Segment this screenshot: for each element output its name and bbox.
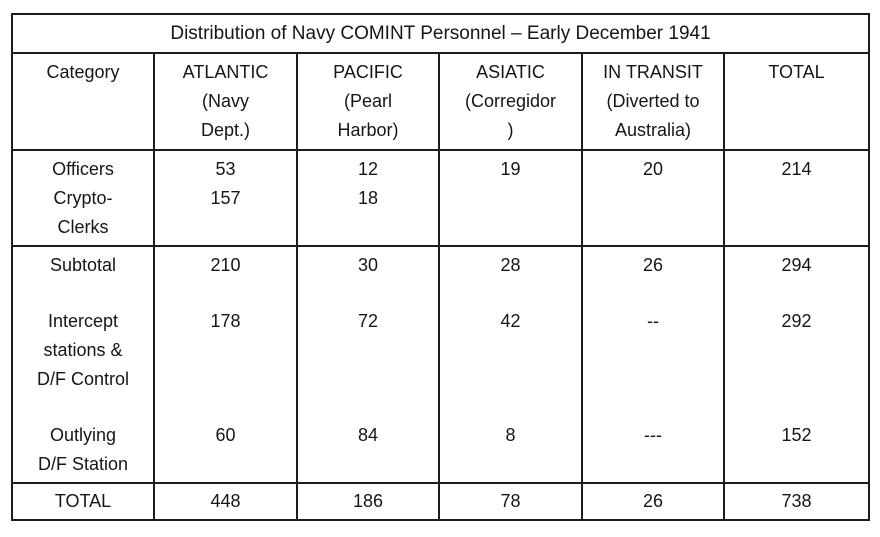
header-asiatic: ASIATIC (Corregidor ): [438, 52, 583, 151]
cell-pacific: 186: [296, 482, 440, 521]
cell-category: TOTAL: [11, 482, 155, 521]
cell-asiatic: 28: [438, 245, 583, 303]
header-total: TOTAL: [723, 52, 870, 151]
row-outlying-df-station: Outlying D/F Station 60 84 8 --- 152: [11, 417, 870, 484]
cell-in-transit: 26: [581, 482, 725, 521]
cell-atlantic: 53 157: [153, 149, 298, 247]
row-subtotal: Subtotal 210 30 28 26 294: [11, 245, 870, 303]
cell-pacific: 30: [296, 245, 440, 303]
cell-pacific: 12 18: [296, 149, 440, 247]
cell-atlantic: 178: [153, 303, 298, 417]
cell-total: 294: [723, 245, 870, 303]
cell-category: Subtotal: [11, 245, 155, 303]
cell-pacific: 72: [296, 303, 440, 417]
cell-asiatic: 78: [438, 482, 583, 521]
cell-asiatic: 19: [438, 149, 583, 247]
table-title: Distribution of Navy COMINT Personnel – …: [11, 13, 870, 54]
cell-in-transit: 20: [581, 149, 725, 247]
cell-total: 738: [723, 482, 870, 521]
cell-atlantic: 448: [153, 482, 298, 521]
header-atlantic: ATLANTIC (Navy Dept.): [153, 52, 298, 151]
title-row: Distribution of Navy COMINT Personnel – …: [11, 13, 870, 54]
row-officers-crypto-clerks: Officers Crypto- Clerks 53 157 12 18 19 …: [11, 149, 870, 247]
cell-atlantic: 60: [153, 417, 298, 484]
header-in-transit: IN TRANSIT (Diverted to Australia): [581, 52, 725, 151]
cell-total: 152: [723, 417, 870, 484]
cell-in-transit: ---: [581, 417, 725, 484]
cell-asiatic: 42: [438, 303, 583, 417]
comint-table: Distribution of Navy COMINT Personnel – …: [11, 13, 870, 521]
cell-pacific: 84: [296, 417, 440, 484]
cell-category: Intercept stations & D/F Control: [11, 303, 155, 417]
row-intercept-df-control: Intercept stations & D/F Control 178 72 …: [11, 303, 870, 417]
cell-asiatic: 8: [438, 417, 583, 484]
cell-in-transit: --: [581, 303, 725, 417]
cell-atlantic: 210: [153, 245, 298, 303]
header-category: Category: [11, 52, 155, 151]
row-total: TOTAL 448 186 78 26 738: [11, 482, 870, 521]
header-pacific: PACIFIC (Pearl Harbor): [296, 52, 440, 151]
cell-category: Outlying D/F Station: [11, 417, 155, 484]
cell-category: Officers Crypto- Clerks: [11, 149, 155, 247]
cell-in-transit: 26: [581, 245, 725, 303]
header-row: Category ATLANTIC (Navy Dept.) PACIFIC (…: [11, 52, 870, 151]
cell-total: 214: [723, 149, 870, 247]
cell-total: 292: [723, 303, 870, 417]
